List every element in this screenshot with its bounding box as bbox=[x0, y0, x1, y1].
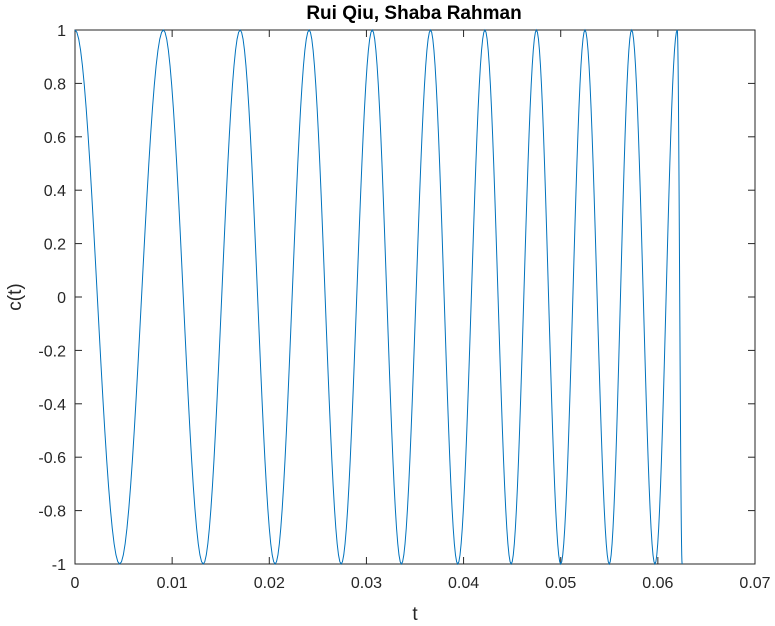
x-tick-label: 0.07 bbox=[739, 575, 770, 592]
y-tick-label: 0.6 bbox=[44, 130, 66, 147]
plot-area bbox=[74, 29, 756, 565]
y-axis: -1 -0.8 -0.6 -0.4 -0.2 0 0.2 0.4 0.6 0.8 1 bbox=[38, 23, 755, 574]
series-line bbox=[74, 28, 683, 566]
y-tick-label: 1 bbox=[57, 23, 66, 40]
y-tick-label: -0.4 bbox=[38, 397, 66, 414]
x-tick-label: 0.05 bbox=[545, 575, 576, 592]
y-tick-label: -0.8 bbox=[38, 504, 66, 521]
x-tick-label: 0.06 bbox=[642, 575, 673, 592]
x-tick-label: 0.01 bbox=[157, 575, 188, 592]
x-tick-label: 0.02 bbox=[254, 575, 285, 592]
y-tick-label: 0.8 bbox=[44, 76, 66, 93]
x-axis: 0 0.01 0.02 0.03 0.04 0.05 0.06 0.07 bbox=[71, 30, 771, 592]
x-axis-label: t bbox=[412, 604, 418, 625]
y-tick-label: 0.4 bbox=[44, 183, 66, 200]
x-tick-label: 0.04 bbox=[448, 575, 479, 592]
series-layer bbox=[74, 28, 683, 566]
y-tick-label: -1 bbox=[52, 557, 66, 574]
x-tick-label: 0.03 bbox=[351, 575, 382, 592]
chart-title: Rui Qiu, Shaba Rahman bbox=[306, 3, 521, 24]
x-tick-label: 0 bbox=[71, 575, 80, 592]
y-tick-label: 0.2 bbox=[44, 237, 66, 254]
y-tick-label: -0.6 bbox=[38, 450, 66, 467]
y-axis-label: c(t) bbox=[5, 283, 26, 310]
y-tick-label: -0.2 bbox=[38, 343, 66, 360]
y-tick-label: 0 bbox=[57, 290, 66, 307]
